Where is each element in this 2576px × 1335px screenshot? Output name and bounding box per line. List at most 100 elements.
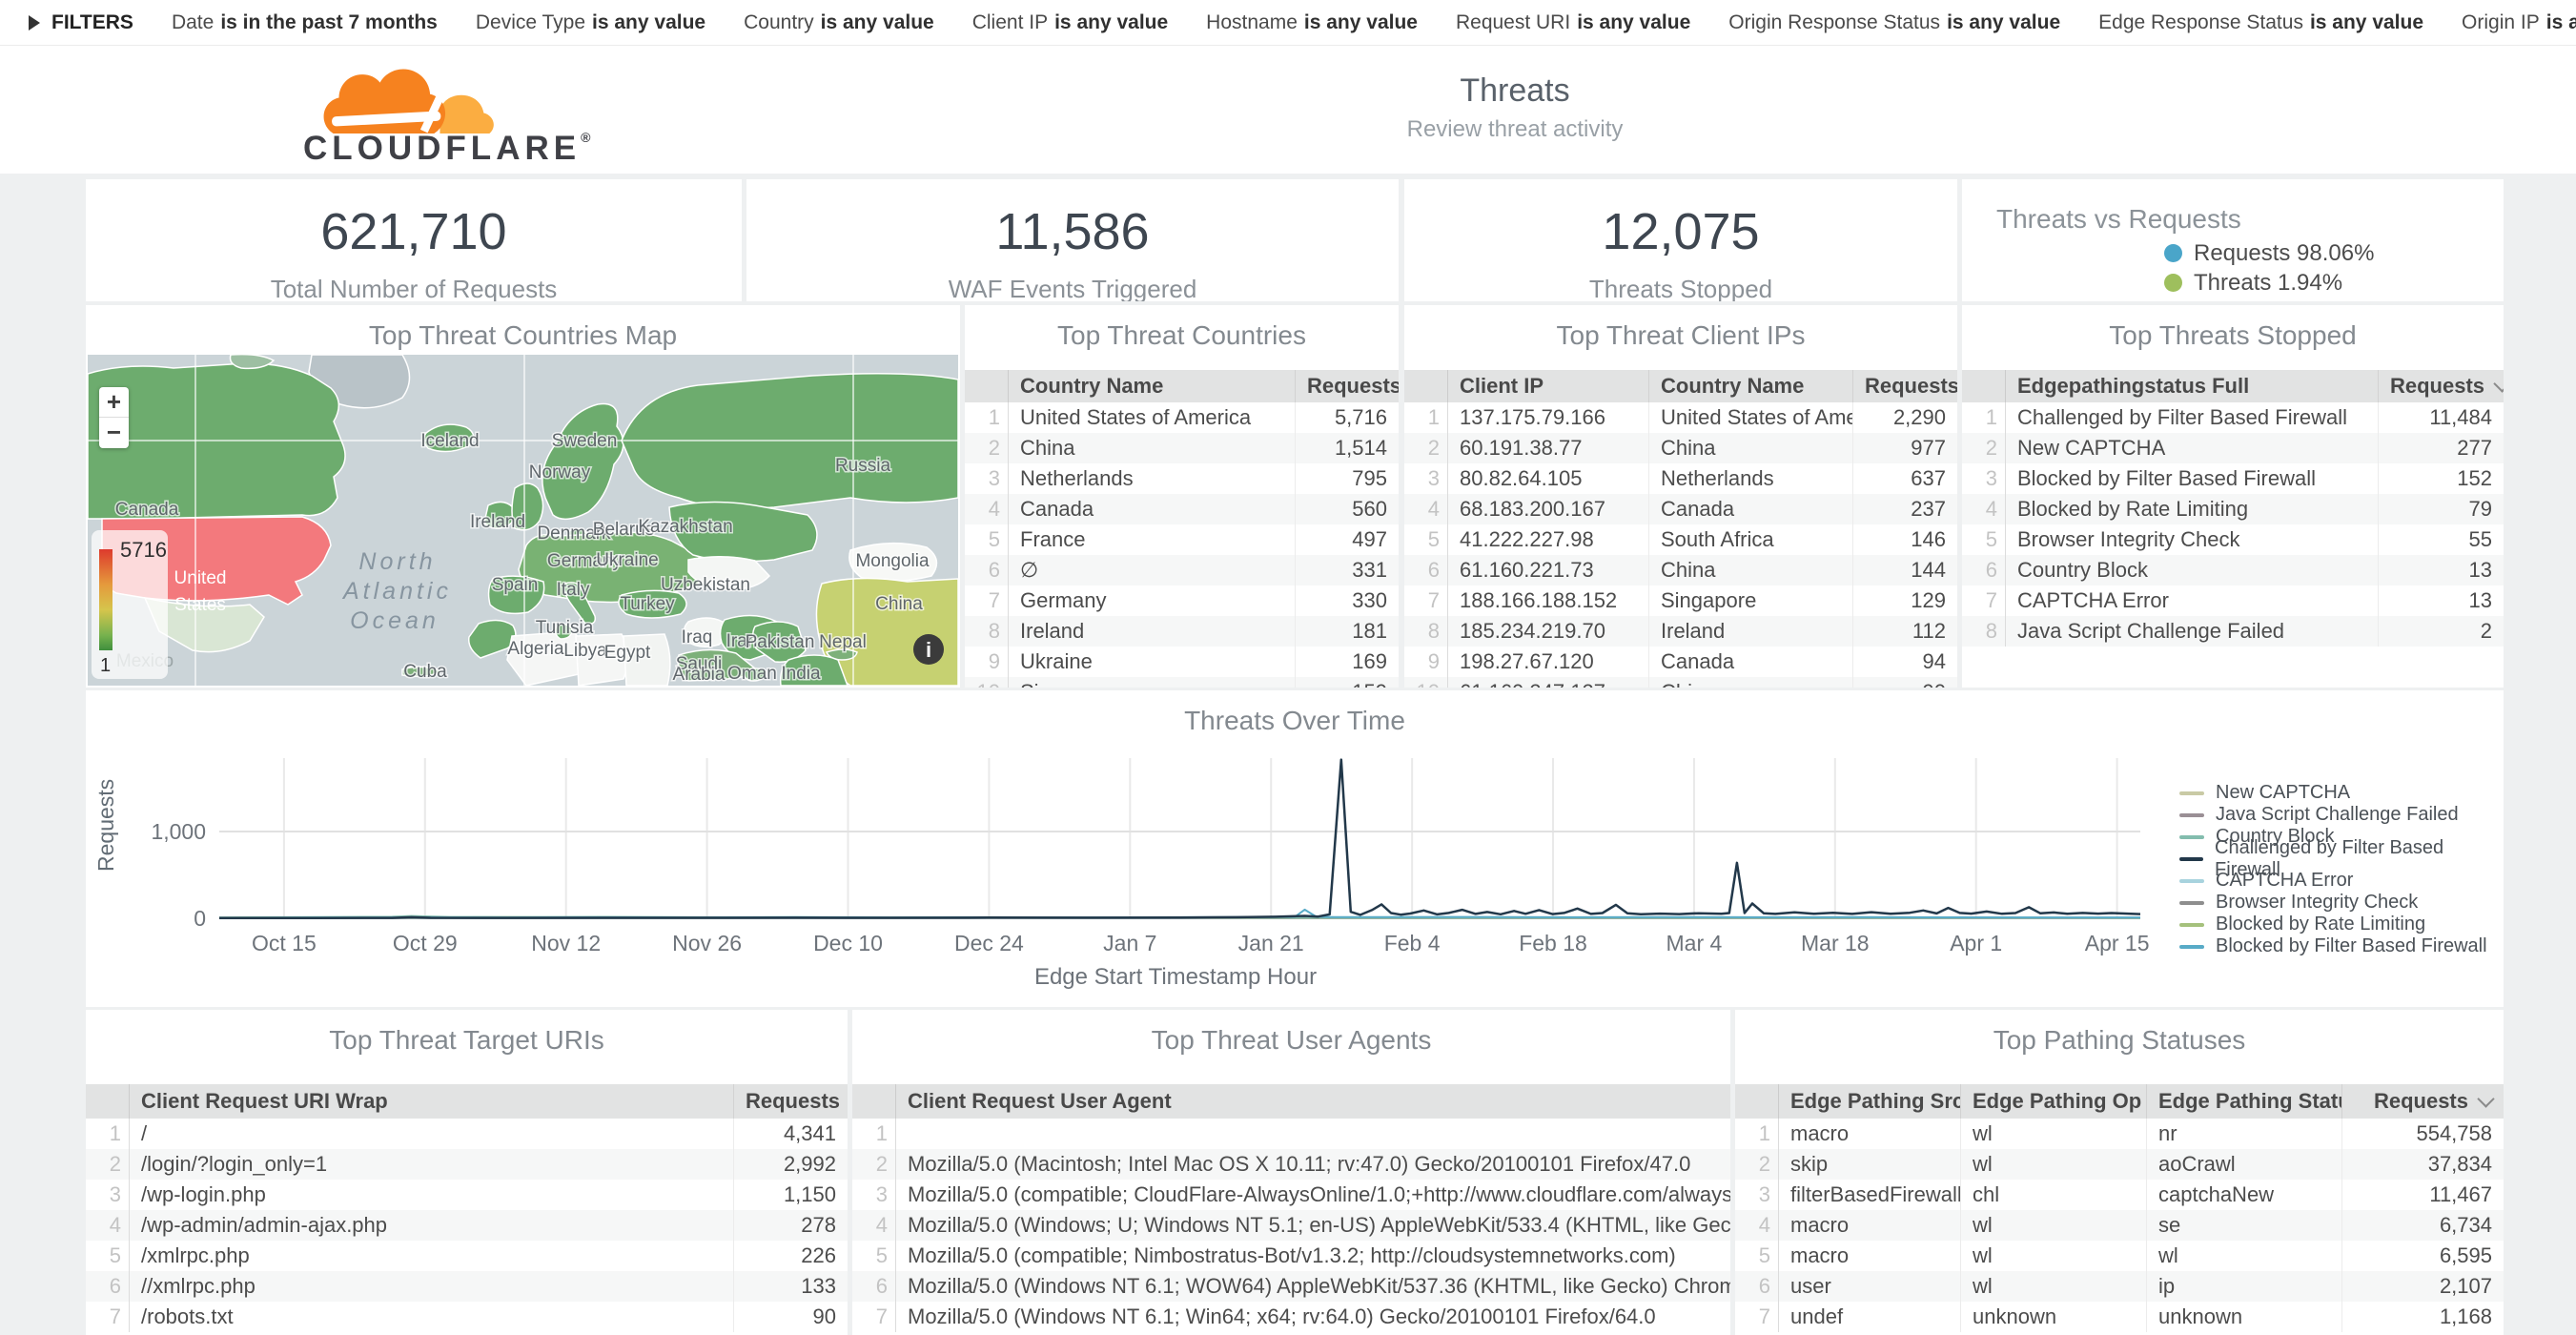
column-header-requests[interactable]: Requests <box>733 1084 848 1119</box>
svg-text:Edge Start Timestamp Hour: Edge Start Timestamp Hour <box>1034 964 1317 990</box>
panel-title: Top Threat Target URIs <box>329 1025 604 1055</box>
column-header-edge-pathing-op[interactable]: Edge Pathing Op <box>1960 1084 2146 1119</box>
table-cell: New CAPTCHA <box>2006 433 2378 463</box>
map-zoom-in-button[interactable]: + <box>99 387 129 418</box>
column-header-client-request-user-agent[interactable]: Client Request User Agent <box>896 1084 1730 1119</box>
filter-item-client-ip[interactable]: Client IP is any value <box>972 11 1168 34</box>
filter-item-hostname[interactable]: Hostname is any value <box>1206 11 1418 34</box>
table-cell: 1,168 <box>2341 1302 2504 1332</box>
column-header-requests[interactable]: Requests <box>1295 370 1399 402</box>
column-header-requests[interactable]: Requests <box>1852 370 1957 402</box>
table-cell: 6,595 <box>2341 1241 2504 1271</box>
table-cell: wl <box>2146 1241 2341 1271</box>
panel-title: Top Threat Countries <box>1057 320 1306 350</box>
column-header-country-name[interactable]: Country Name <box>1009 370 1295 402</box>
svg-text:Nov 12: Nov 12 <box>531 931 601 955</box>
table-row-number: 6 <box>1404 555 1448 585</box>
table-row-number: 9 <box>1404 647 1448 677</box>
svg-text:Egypt: Egypt <box>604 643 651 663</box>
page-subtitle: Review threat activity <box>1406 116 1624 142</box>
cloudflare-logo: CLOUDFLARE® <box>303 48 590 172</box>
table-cell: Germany <box>1020 588 1107 612</box>
table-cell: 90 <box>733 1302 848 1332</box>
sort-desc-icon <box>2477 1090 2495 1108</box>
table-cell: Browser Integrity Check <box>2017 527 2240 551</box>
table-row-number: 8 <box>1404 616 1448 647</box>
filter-item-edge-response-status[interactable]: Edge Response Status is any value <box>2098 11 2423 34</box>
table-cell: wl <box>1960 1271 2146 1302</box>
table-cell: 80.82.64.105 <box>1460 466 1583 490</box>
stat-total-requests: 621,710 Total Number of Requests <box>86 179 742 301</box>
filter-item-country[interactable]: Country is any value <box>744 11 934 34</box>
legend-label: Blocked by Filter Based Firewall <box>2216 935 2487 956</box>
chart-legend-item[interactable]: New CAPTCHA <box>2179 782 2504 804</box>
svg-text:Canada: Canada <box>115 500 179 520</box>
column-header-client-ip[interactable]: Client IP <box>1448 370 1648 402</box>
table-cell: Mozilla/5.0 (Windows NT 6.1; WOW64) Appl… <box>896 1271 1730 1302</box>
table-row-number: 5 <box>965 524 1009 555</box>
table-row-number: 4 <box>965 494 1009 524</box>
column-header-edge-pathing-src[interactable]: Edge Pathing Src <box>1779 1084 1960 1119</box>
table-cell: Blocked by Filter Based Firewall <box>2017 466 2317 490</box>
filters-toggle[interactable]: FILTERS <box>29 11 133 34</box>
table-cell: China <box>1648 433 1852 463</box>
table-row-number: 1 <box>1404 402 1448 433</box>
svg-text:Mongolia: Mongolia <box>855 551 930 571</box>
tvr-legend-item[interactable]: Requests 98.06% <box>2164 238 2374 268</box>
table-cell: Country Block <box>2006 555 2378 585</box>
chart-legend-item[interactable]: Java Script Challenge Failed <box>2179 804 2504 826</box>
top-threats-stopped-panel: Top Threats Stopped Edgepathingstatus Fu… <box>1962 305 2504 688</box>
table-cell: /wp-login.php <box>141 1182 266 1206</box>
filter-item-date[interactable]: Date is in the past 7 months <box>172 11 438 34</box>
column-header-client-request-uri-wrap[interactable]: Client Request URI Wrap <box>130 1084 733 1119</box>
filter-condition: is in the past 7 months <box>220 10 438 33</box>
filter-field: Request URI <box>1455 10 1571 33</box>
chart-legend-item[interactable]: Browser Integrity Check <box>2179 892 2504 914</box>
legend-line-swatch <box>2179 922 2204 927</box>
filter-field: Date <box>171 10 215 33</box>
chart-legend-item[interactable]: Blocked by Filter Based Firewall <box>2179 935 2504 957</box>
chart-legend-item[interactable]: Challenged by Filter Based Firewall <box>2179 837 2504 880</box>
column-header-edgepathingstatus-full[interactable]: Edgepathingstatus Full <box>2006 370 2378 402</box>
table-cell: Mozilla/5.0 (Macintosh; Intel Mac OS X 1… <box>896 1149 1730 1180</box>
table-cell: /login/?login_only=1 <box>130 1149 733 1180</box>
column-header-edge-pathing-status[interactable]: Edge Pathing Status <box>2146 1084 2341 1119</box>
svg-text:Mar 18: Mar 18 <box>1801 931 1870 955</box>
column-header-requests[interactable]: Requests <box>2341 1084 2504 1119</box>
map-panel: Top Threat Countries Map <box>86 305 960 688</box>
svg-text:Denmark: Denmark <box>537 524 611 544</box>
table-cell: China <box>1009 433 1295 463</box>
table-cell: 554,758 <box>2341 1119 2504 1149</box>
svg-text:Mar 4: Mar 4 <box>1666 931 1723 955</box>
svg-text:Jan 21: Jan 21 <box>1238 931 1304 955</box>
filter-item-origin-response-status[interactable]: Origin Response Status is any value <box>1728 11 2060 34</box>
map-color-legend: 5716 1 <box>92 530 168 679</box>
table-cell: 330 <box>1295 585 1399 616</box>
table-cell: 278 <box>733 1210 848 1241</box>
column-header-country-name[interactable]: Country Name <box>1648 370 1852 402</box>
svg-text:Sweden: Sweden <box>552 431 618 451</box>
filter-item-device-type[interactable]: Device Type is any value <box>476 11 705 34</box>
map-zoom-out-button[interactable]: − <box>106 418 122 446</box>
chart-legend-item[interactable]: CAPTCHA Error <box>2179 870 2504 892</box>
column-header-requests[interactable]: Requests <box>2378 370 2504 402</box>
map-zoom-controls: + − <box>99 387 129 448</box>
top-pathing-statuses-panel: Top Pathing Statuses Edge Pathing Src Edg… <box>1735 1010 2504 1335</box>
table-cell: unknown <box>2146 1302 2341 1332</box>
legend-dot-icon <box>2164 244 2182 262</box>
table-cell: Netherlands <box>1020 466 1134 490</box>
top-threat-target-uris-panel: Top Threat Target URIs Client Request UR… <box>86 1010 848 1335</box>
chart-legend-item[interactable]: Blocked by Rate Limiting <box>2179 914 2504 935</box>
filter-item-request-uri[interactable]: Request URI is any value <box>1456 11 1690 34</box>
table-row-number: 3 <box>965 463 1009 494</box>
tvr-legend-item[interactable]: Threats 1.94% <box>2164 268 2374 298</box>
table-cell: unknown <box>1960 1302 2146 1332</box>
chart-legend-item[interactable]: Country Block <box>2179 826 2504 848</box>
world-map-canvas[interactable]: CanadaUnitedStatesMexicoCubaIcelandIrela… <box>87 353 959 687</box>
table-cell: 637 <box>1852 463 1957 494</box>
map-info-icon[interactable]: i <box>913 634 944 665</box>
table-row-number: 3 <box>1735 1180 1779 1210</box>
table-cell: ip <box>2146 1271 2341 1302</box>
table-cell: 61.160.247.127 <box>1448 677 1648 688</box>
